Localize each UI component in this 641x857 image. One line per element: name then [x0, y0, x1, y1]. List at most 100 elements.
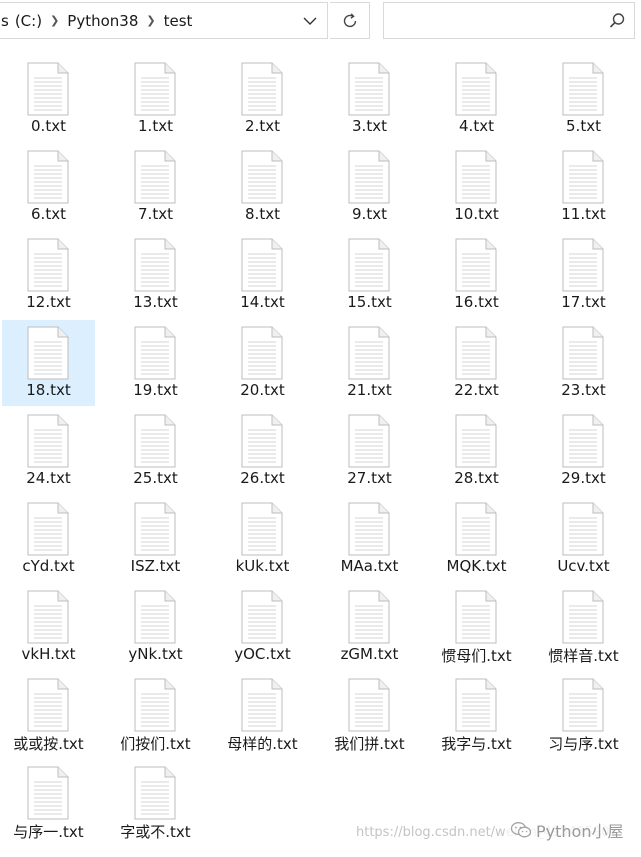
file-item[interactable]: 9.txt [323, 144, 416, 230]
file-item[interactable]: 4.txt [430, 56, 523, 142]
file-item[interactable]: 8.txt [216, 144, 309, 230]
file-item[interactable]: 16.txt [430, 232, 523, 318]
file-item[interactable]: yNk.txt [109, 584, 202, 670]
file-item[interactable]: 7.txt [109, 144, 202, 230]
file-item[interactable]: 27.txt [323, 408, 416, 494]
text-document-icon [134, 502, 176, 556]
chevron-down-icon [303, 17, 317, 25]
file-item[interactable]: Ucv.txt [537, 496, 630, 582]
file-name-label: 母样的.txt [227, 735, 298, 753]
address-bar[interactable]: s (C:) ❯ Python38 ❯ test [0, 2, 328, 39]
file-item[interactable]: 20.txt [216, 320, 309, 406]
file-item[interactable]: 22.txt [430, 320, 523, 406]
file-item[interactable]: yOC.txt [216, 584, 309, 670]
text-document-icon [27, 62, 69, 116]
file-item[interactable]: 17.txt [537, 232, 630, 318]
file-name-label: kUk.txt [235, 557, 290, 575]
file-item[interactable]: 10.txt [430, 144, 523, 230]
text-document-icon [241, 414, 283, 468]
file-item[interactable]: 2.txt [216, 56, 309, 142]
chevron-right-icon[interactable]: ❯ [146, 14, 156, 27]
file-name-label: 字或不.txt [120, 823, 191, 841]
breadcrumb-item-drive[interactable]: (C:) ❯ [14, 11, 60, 30]
file-item[interactable]: 0.txt [2, 56, 95, 142]
file-name-label: 18.txt [26, 381, 71, 399]
text-document-icon [134, 62, 176, 116]
file-item[interactable]: 1.txt [109, 56, 202, 142]
text-document-icon [562, 150, 604, 204]
text-document-icon [27, 678, 69, 732]
text-document-icon [455, 678, 497, 732]
file-item[interactable]: 惯样音.txt [537, 584, 630, 670]
file-item[interactable]: 23.txt [537, 320, 630, 406]
file-item[interactable]: 5.txt [537, 56, 630, 142]
text-document-icon [455, 590, 497, 644]
breadcrumb-item-python38[interactable]: Python38 ❯ [67, 11, 156, 30]
file-item[interactable]: vkH.txt [2, 584, 95, 670]
chevron-right-icon[interactable]: ❯ [50, 14, 60, 27]
file-name-label: 17.txt [561, 293, 606, 311]
text-document-icon [455, 150, 497, 204]
text-document-icon [562, 414, 604, 468]
refresh-button[interactable] [330, 2, 370, 39]
file-item[interactable]: 习与序.txt [537, 672, 630, 758]
file-item[interactable]: 21.txt [323, 320, 416, 406]
file-name-label: 2.txt [245, 117, 280, 135]
toolbar: s (C:) ❯ Python38 ❯ test [0, 0, 641, 44]
file-item[interactable]: 我们拼.txt [323, 672, 416, 758]
file-name-label: 27.txt [347, 469, 392, 487]
file-name-label: 23.txt [561, 381, 606, 399]
file-item[interactable]: 们按们.txt [109, 672, 202, 758]
text-document-icon [348, 678, 390, 732]
file-item[interactable]: 26.txt [216, 408, 309, 494]
file-item[interactable]: 字或不.txt [109, 760, 202, 846]
file-name-label: 21.txt [347, 381, 392, 399]
file-name-label: 13.txt [133, 293, 178, 311]
file-item[interactable]: 6.txt [2, 144, 95, 230]
file-item[interactable]: 29.txt [537, 408, 630, 494]
text-document-icon [562, 678, 604, 732]
text-document-icon [241, 326, 283, 380]
text-document-icon [241, 62, 283, 116]
file-item[interactable]: 14.txt [216, 232, 309, 318]
file-item[interactable]: 24.txt [2, 408, 95, 494]
file-item[interactable]: 我字与.txt [430, 672, 523, 758]
text-document-icon [455, 326, 497, 380]
search-box[interactable] [383, 2, 635, 39]
file-name-label: 15.txt [347, 293, 392, 311]
file-name-label: 9.txt [352, 205, 387, 223]
text-document-icon [348, 502, 390, 556]
file-name-label: 6.txt [31, 205, 66, 223]
file-item[interactable]: 15.txt [323, 232, 416, 318]
file-item[interactable]: ISZ.txt [109, 496, 202, 582]
file-item[interactable]: 18.txt [2, 320, 95, 406]
file-item[interactable]: zGM.txt [323, 584, 416, 670]
file-item[interactable]: kUk.txt [216, 496, 309, 582]
address-dropdown-button[interactable] [293, 3, 327, 38]
file-name-label: 我们拼.txt [334, 735, 405, 753]
file-item[interactable]: 19.txt [109, 320, 202, 406]
file-item[interactable]: 13.txt [109, 232, 202, 318]
text-document-icon [455, 238, 497, 292]
file-name-label: MAa.txt [340, 557, 399, 575]
file-item[interactable]: 或或按.txt [2, 672, 95, 758]
file-item[interactable]: 11.txt [537, 144, 630, 230]
text-document-icon [134, 326, 176, 380]
file-item[interactable]: 3.txt [323, 56, 416, 142]
breadcrumb-prefix: s [1, 11, 9, 30]
file-item[interactable]: MAa.txt [323, 496, 416, 582]
text-document-icon [241, 590, 283, 644]
text-document-icon [348, 326, 390, 380]
search-icon[interactable] [608, 12, 626, 30]
file-item[interactable]: 25.txt [109, 408, 202, 494]
file-item[interactable]: 12.txt [2, 232, 95, 318]
file-item[interactable]: cYd.txt [2, 496, 95, 582]
file-item[interactable]: 与序一.txt [2, 760, 95, 846]
breadcrumb-item-test[interactable]: test [163, 11, 193, 30]
file-item[interactable]: 母样的.txt [216, 672, 309, 758]
file-item[interactable]: 28.txt [430, 408, 523, 494]
file-item[interactable]: MQK.txt [430, 496, 523, 582]
file-name-label: zGM.txt [340, 645, 399, 663]
search-input[interactable] [390, 9, 604, 35]
file-item[interactable]: 惯母们.txt [430, 584, 523, 670]
